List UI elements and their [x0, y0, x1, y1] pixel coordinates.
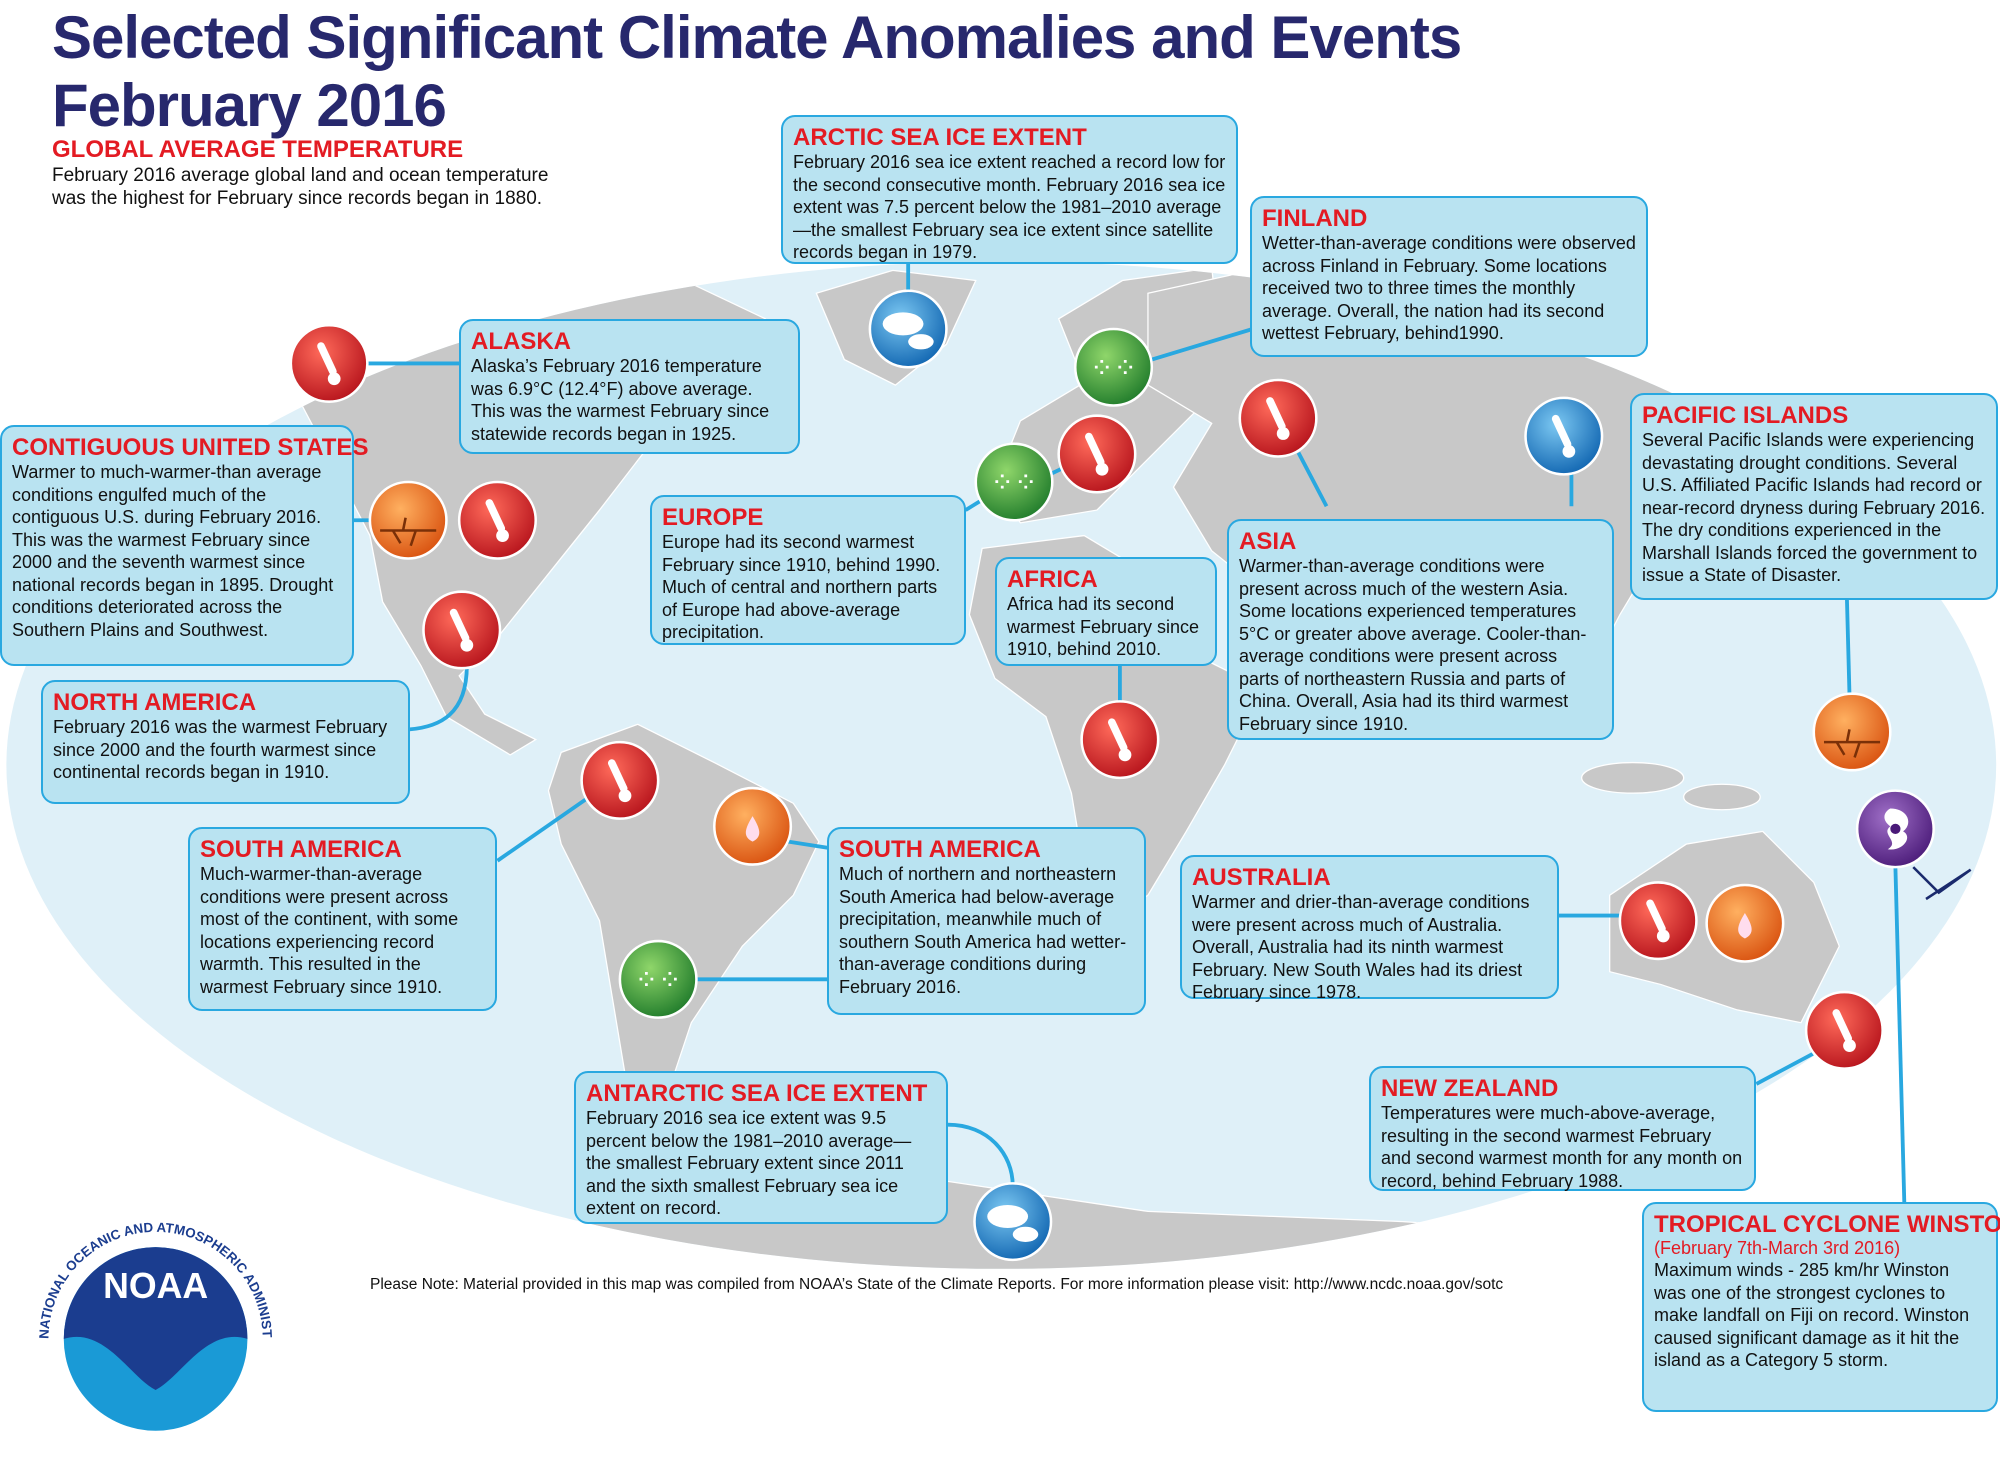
wet-rain-icon: ⁘⁘ — [618, 939, 698, 1019]
box-body: Temperatures were much-above-average, re… — [1381, 1103, 1743, 1191]
box-body: February 2016 sea ice extent reached a r… — [793, 152, 1226, 262]
warm-thermometer-icon — [1804, 990, 1884, 1070]
connector-lines — [353, 262, 1907, 1204]
box-body: Warmer and drier-than-average conditions… — [1192, 892, 1530, 1002]
warm-thermometer-icon — [1057, 414, 1137, 494]
box-heading: TROPICAL CYCLONE WINSTON — [1654, 1211, 2000, 1238]
global-heading: GLOBAL AVERAGE TEMPERATURE — [52, 136, 464, 163]
page-title: Selected Significant Climate Anomalies a… — [52, 4, 1462, 140]
box-heading: NEW ZEALAND — [1381, 1075, 1559, 1102]
logo-text: NOAA — [103, 1266, 208, 1306]
svg-text:⁘⁘: ⁘⁘ — [1090, 352, 1137, 383]
title-line-1: Selected Significant Climate Anomalies a… — [52, 4, 1462, 71]
box-asia: ASIA Warmer-than-average conditions were … — [1227, 519, 1614, 740]
box-africa: AFRICA Africa had its second warmest Febr… — [995, 557, 1217, 666]
box-north-america: NORTH AMERICA February 2016 was the warme… — [41, 680, 410, 804]
box-heading: EUROPE — [662, 504, 764, 531]
svg-text:⁘⁘: ⁘⁘ — [991, 467, 1038, 498]
box-new-zealand: NEW ZEALAND Temperatures were much-above-… — [1369, 1066, 1756, 1191]
box-tropical-cyclone-winston: TROPICAL CYCLONE WINSTON (February 7th-Ma… — [1642, 1202, 2000, 1412]
box-heading: AFRICA — [1007, 566, 1098, 593]
dry-drop-icon — [1705, 883, 1785, 963]
tropical-cyclone-icon — [1855, 789, 1935, 869]
box-body: Much of northern and northeastern South … — [839, 864, 1127, 997]
wet-rain-icon: ⁘⁘ — [1073, 327, 1154, 407]
box-pacific-islands: PACIFIC ISLANDS Several Pacific Islands w… — [1630, 393, 1998, 600]
box-body: February 2016 was the warmest February s… — [53, 717, 388, 782]
box-finland: FINLAND Wetter-than-average conditions we… — [1250, 196, 1648, 357]
noaa-logo: NATIONAL OCEANIC AND ATMOSPHERIC ADMINIS… — [35, 1219, 276, 1459]
box-heading: AUSTRALIA — [1192, 864, 1331, 891]
box-body: Several Pacific Islands were experiencin… — [1642, 430, 1986, 585]
box-body: Warmer to much-warmer-than average condi… — [12, 462, 334, 640]
box-body: Maximum winds - 285 km/hr Winston was on… — [1654, 1260, 1970, 1370]
warm-thermometer-icon — [1238, 378, 1318, 458]
box-heading: CONTIGUOUS UNITED STATES — [12, 434, 369, 461]
box-south-america-precipitation: SOUTH AMERICA Much of northern and northe… — [827, 827, 1146, 1015]
box-dates: (February 7th-March 3rd 2016) — [1654, 1238, 1901, 1258]
cyclone-track-icon — [1912, 866, 1972, 901]
box-body: Much-warmer-than-average conditions were… — [200, 864, 459, 997]
box-heading: SOUTH AMERICA — [839, 836, 1041, 863]
sea-ice-icon — [973, 1182, 1053, 1262]
box-heading: ARCTIC SEA ICE EXTENT — [793, 124, 1087, 151]
box-body: Alaska’s February 2016 temperature was 6… — [471, 356, 770, 444]
box-heading: PACIFIC ISLANDS — [1642, 402, 1849, 429]
source-note: Please Note: Material provided in this m… — [370, 1276, 1504, 1293]
warm-thermometer-icon — [422, 590, 502, 670]
box-arctic: ARCTIC SEA ICE EXTENT February 2016 sea i… — [781, 115, 1238, 264]
warm-thermometer-icon — [1618, 881, 1698, 961]
drought-cracked-icon — [1812, 692, 1892, 772]
box-heading: FINLAND — [1262, 205, 1368, 232]
box-body: February 2016 sea ice extent was 9.5 per… — [586, 1108, 912, 1218]
wet-rain-icon: ⁘⁘ — [974, 442, 1054, 522]
svg-text:⁘⁘: ⁘⁘ — [635, 965, 682, 996]
box-heading: ALASKA — [471, 328, 571, 355]
sea-ice-icon — [868, 289, 948, 369]
title-line-2: February 2016 — [52, 72, 447, 139]
dry-drop-icon — [713, 786, 793, 866]
box-heading: ASIA — [1239, 528, 1297, 555]
cool-thermometer-icon — [1524, 396, 1604, 476]
box-australia: AUSTRALIA Warmer and drier-than-average c… — [1180, 855, 1559, 1002]
warm-thermometer-icon — [457, 480, 537, 560]
box-alaska: ALASKA Alaska’s February 2016 temperature… — [459, 319, 800, 454]
global-body: February 2016 average global land and oc… — [52, 165, 549, 209]
warm-thermometer-icon — [1080, 700, 1160, 780]
box-europe: EUROPE Europe had its second warmest Febr… — [650, 495, 966, 645]
box-heading: ANTARCTIC SEA ICE EXTENT — [586, 1080, 928, 1107]
box-contiguous-us: CONTIGUOUS UNITED STATES Warmer to much-w… — [0, 425, 369, 666]
box-body: Wetter-than-average conditions were obse… — [1262, 233, 1636, 343]
warm-thermometer-icon — [580, 740, 660, 820]
warm-thermometer-icon — [289, 323, 369, 403]
box-body: Warmer-than-average conditions were pres… — [1239, 556, 1587, 734]
box-antarctic: ANTARCTIC SEA ICE EXTENT February 2016 se… — [574, 1071, 948, 1224]
icons: ⁘⁘ ⁘⁘ ⁘⁘ — [289, 289, 1972, 1262]
box-body: Europe had its second warmest February s… — [662, 532, 941, 642]
drought-cracked-icon — [368, 480, 448, 560]
box-south-america-temperature: SOUTH AMERICA Much-warmer-than-average co… — [188, 827, 497, 1011]
box-body: Africa had its second warmest February s… — [1007, 594, 1200, 659]
box-heading: NORTH AMERICA — [53, 689, 257, 716]
box-heading: SOUTH AMERICA — [200, 836, 402, 863]
